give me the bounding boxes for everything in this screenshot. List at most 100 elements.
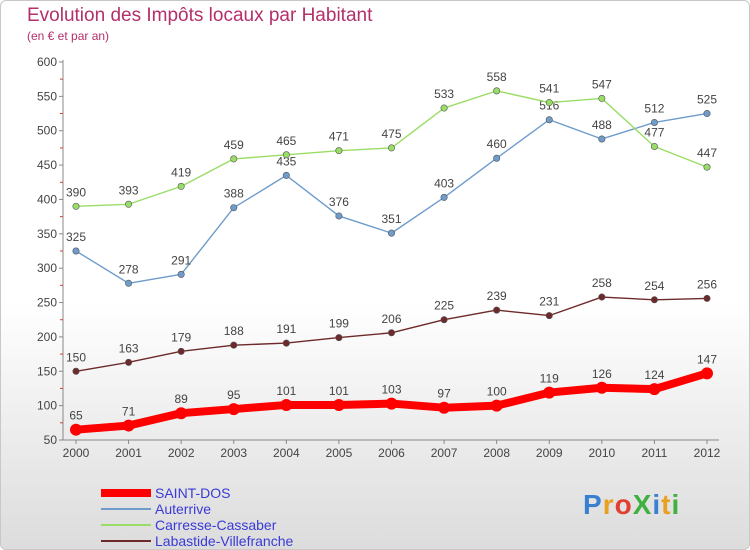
data-label: 376	[329, 195, 349, 209]
data-label: 206	[381, 312, 401, 326]
proxiti-logo: ProXiti	[583, 489, 680, 521]
data-point	[545, 99, 553, 107]
data-label: 147	[697, 352, 717, 366]
data-point	[122, 419, 135, 432]
legend-label: SAINT-DOS	[155, 485, 231, 501]
data-label: 103	[381, 383, 401, 397]
data-point	[72, 247, 80, 255]
data-label: 256	[697, 277, 717, 291]
y-tick-label: 200	[37, 330, 57, 344]
data-point	[385, 397, 398, 410]
legend-swatch-carresse-cassaber	[101, 524, 151, 526]
data-label: 101	[329, 384, 349, 398]
data-point	[177, 347, 185, 355]
y-tick-label: 600	[37, 55, 57, 69]
data-label: 100	[487, 385, 507, 399]
data-point	[440, 104, 448, 112]
x-tick-label: 2005	[326, 446, 353, 460]
y-tick-label: 550	[37, 89, 57, 103]
x-tick-label: 2010	[588, 446, 615, 460]
data-label: 541	[539, 82, 559, 96]
data-point	[545, 312, 553, 320]
data-label: 89	[174, 392, 188, 406]
chart-title: Evolution des Impôts locaux par Habitant	[27, 5, 373, 26]
data-point	[282, 171, 290, 179]
data-point	[598, 135, 606, 143]
data-label: 351	[381, 212, 401, 226]
data-point	[335, 147, 343, 155]
data-label: 291	[171, 253, 191, 267]
data-label: 388	[224, 187, 244, 201]
data-label: 475	[381, 127, 401, 141]
data-point	[650, 143, 658, 151]
data-label: 254	[644, 279, 664, 293]
data-point	[125, 200, 133, 208]
chart-subtitle: (en € et par an)	[27, 29, 110, 43]
logo-letter: P	[583, 489, 603, 520]
data-point	[493, 154, 501, 162]
data-point	[227, 403, 240, 416]
data-point	[598, 94, 606, 102]
data-label: 460	[487, 137, 507, 151]
data-point	[648, 383, 661, 396]
x-tick-label: 2006	[378, 446, 405, 460]
data-label: 258	[592, 276, 612, 290]
y-tick-label: 300	[37, 261, 57, 275]
data-point	[332, 398, 345, 411]
x-tick-label: 2001	[115, 446, 142, 460]
x-tick-label: 2007	[431, 446, 458, 460]
data-point	[703, 110, 711, 118]
data-point	[230, 155, 238, 163]
data-point	[125, 358, 133, 366]
data-label: 191	[276, 322, 296, 336]
logo-letter: r	[602, 489, 615, 520]
x-tick-label: 2002	[168, 446, 195, 460]
data-point	[230, 341, 238, 349]
x-tick-label: 2011	[642, 446, 668, 460]
logo-letter: i	[671, 489, 681, 520]
legend-label: Carresse-Cassaber	[155, 517, 277, 533]
x-tick-label: 2004	[273, 446, 300, 460]
data-label: 231	[539, 295, 559, 309]
logo-letter: t	[661, 489, 672, 520]
data-point	[493, 306, 501, 314]
data-label: 477	[644, 126, 664, 140]
data-label: 239	[487, 289, 507, 303]
y-tick-label: 150	[37, 364, 57, 378]
data-label: 512	[644, 101, 664, 115]
legend-label: Labastide-Villefranche	[155, 533, 294, 549]
data-label: 124	[644, 368, 664, 382]
data-label: 459	[224, 138, 244, 152]
logo-letter: X	[632, 489, 653, 520]
y-tick-label: 250	[37, 296, 57, 310]
data-label: 95	[227, 388, 241, 402]
data-label: 188	[224, 324, 244, 338]
data-label: 393	[119, 183, 139, 197]
data-label: 558	[487, 70, 507, 84]
data-point	[335, 212, 343, 220]
data-label: 225	[434, 299, 454, 313]
data-label: 278	[119, 262, 139, 276]
data-point	[543, 386, 556, 399]
data-point	[177, 182, 185, 190]
data-label: 447	[697, 146, 717, 160]
legend-swatch-saint-dos	[101, 489, 151, 497]
data-point	[282, 339, 290, 347]
data-point	[650, 118, 658, 126]
data-label: 163	[119, 341, 139, 355]
data-point	[493, 87, 501, 95]
data-label: 97	[437, 387, 451, 401]
y-tick-label: 50	[44, 433, 58, 447]
data-point	[387, 229, 395, 237]
data-label: 435	[276, 154, 296, 168]
y-tick-label: 100	[37, 399, 57, 413]
data-point	[230, 204, 238, 212]
x-tick-label: 2012	[694, 446, 721, 460]
logo-letter: o	[614, 489, 633, 520]
data-label: 465	[276, 134, 296, 148]
data-label: 533	[434, 87, 454, 101]
y-tick-label: 450	[37, 158, 57, 172]
data-label: 390	[66, 185, 86, 199]
x-tick-label: 2000	[63, 446, 90, 460]
